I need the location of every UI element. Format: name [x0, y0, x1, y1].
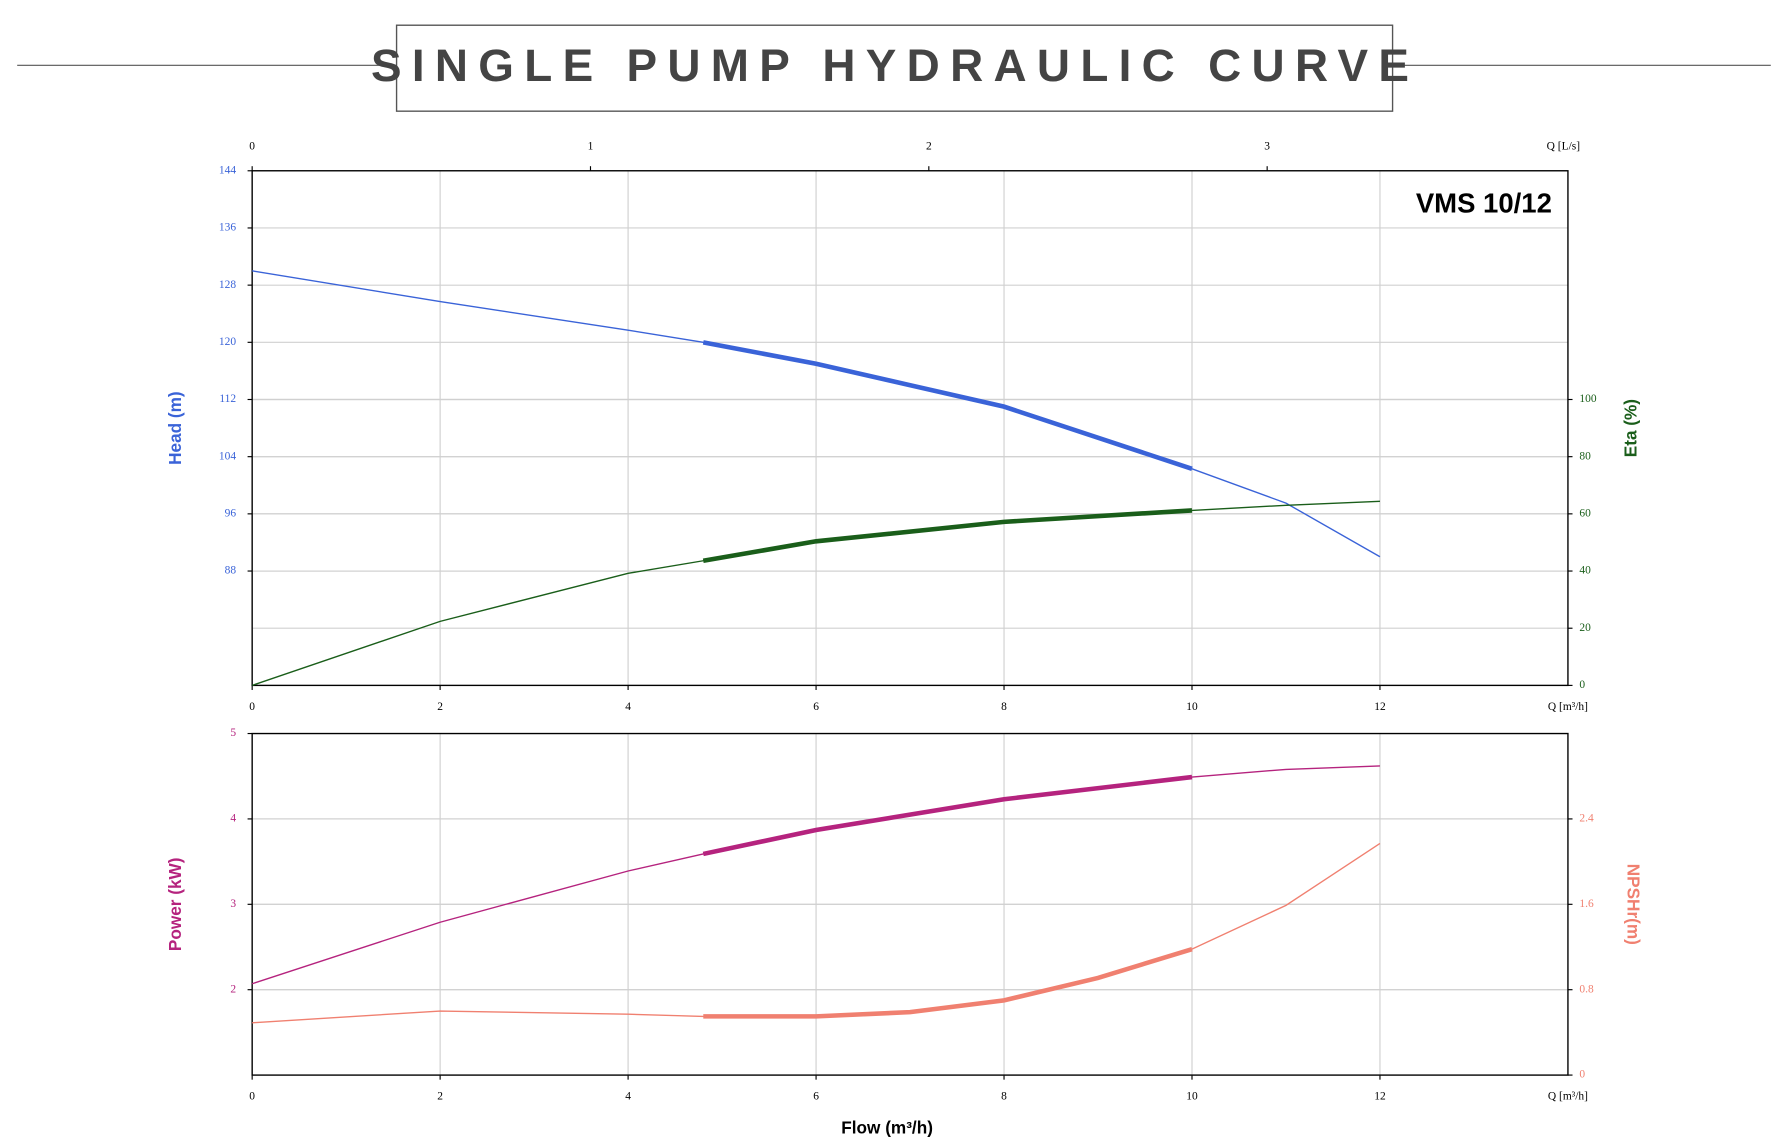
- y-tick-label: 128: [219, 279, 236, 291]
- operating-range-curve: [702, 508, 1193, 564]
- y-tick-label: 120: [219, 336, 236, 348]
- x2-tick-label: 1: [588, 140, 594, 152]
- y-tick-label: 104: [219, 450, 236, 462]
- x-tick-label: 2: [437, 701, 443, 713]
- x2-tick-label: 0: [249, 140, 255, 152]
- y-tick-label: 5: [230, 727, 236, 739]
- x-tick-label: 10: [1186, 1090, 1198, 1102]
- y-tick-label: 4: [230, 813, 236, 825]
- operating-range-curve: [702, 340, 1193, 472]
- y-tick-label: 2: [230, 983, 236, 995]
- x-tick-label: 4: [625, 1090, 631, 1102]
- y2-tick-label: 0: [1579, 1069, 1585, 1081]
- y-tick-label: 136: [219, 222, 236, 234]
- x-axis-unit: Q [m³/h]: [1548, 701, 1588, 713]
- y2-tick-label: 2.4: [1579, 813, 1594, 825]
- x2-tick-label: 3: [1264, 140, 1270, 152]
- x-tick-label: 4: [625, 701, 631, 713]
- y-tick-label: 112: [219, 393, 236, 405]
- x-axis-label: Flow (m³/h): [841, 1118, 933, 1138]
- y-axis-label: Power (kW): [165, 858, 185, 952]
- y2-tick-label: 100: [1579, 393, 1596, 405]
- y-tick-label: 96: [225, 507, 237, 519]
- y-tick-label: 3: [230, 898, 236, 910]
- y2-tick-label: 60: [1579, 507, 1591, 519]
- y2-tick-label: 20: [1579, 622, 1591, 634]
- model-label: VMS 10/12: [1416, 187, 1552, 218]
- x2-axis-unit: Q [L/s]: [1547, 140, 1580, 152]
- operating-range-curve: [702, 774, 1193, 857]
- plot-frame: [251, 732, 1569, 1076]
- y-tick-label: 144: [219, 164, 236, 176]
- y2-tick-label: 0.8: [1579, 983, 1594, 995]
- y2-axis-label: Eta (%): [1621, 399, 1641, 457]
- x-tick-label: 12: [1374, 1090, 1386, 1102]
- plot-frame: [251, 170, 1569, 687]
- x-tick-label: 0: [249, 701, 255, 713]
- x-axis-unit: Q [m³/h]: [1548, 1090, 1588, 1102]
- x-tick-label: 10: [1186, 701, 1198, 713]
- operating-range-curve: [703, 946, 1193, 1019]
- x-tick-label: 12: [1374, 701, 1386, 713]
- x-tick-label: 6: [813, 1090, 819, 1102]
- title-box: [395, 24, 1394, 112]
- page-title: SINGLE PUMP HYDRAULIC CURVE: [371, 40, 1419, 91]
- y2-tick-label: 0: [1579, 679, 1585, 691]
- x-tick-label: 8: [1001, 1090, 1007, 1102]
- y2-tick-label: 1.6: [1579, 898, 1594, 910]
- x-tick-label: 2: [437, 1090, 443, 1102]
- y2-tick-label: 40: [1579, 565, 1591, 577]
- y2-axis-label: NPSHr(m): [1624, 864, 1644, 945]
- y2-tick-label: 80: [1579, 450, 1591, 462]
- x-tick-label: 0: [249, 1090, 255, 1102]
- y-axis-label: Head (m): [165, 391, 185, 465]
- x-tick-label: 6: [813, 701, 819, 713]
- y-tick-label: 88: [225, 565, 237, 577]
- x2-tick-label: 2: [926, 140, 932, 152]
- x-tick-label: 8: [1001, 701, 1007, 713]
